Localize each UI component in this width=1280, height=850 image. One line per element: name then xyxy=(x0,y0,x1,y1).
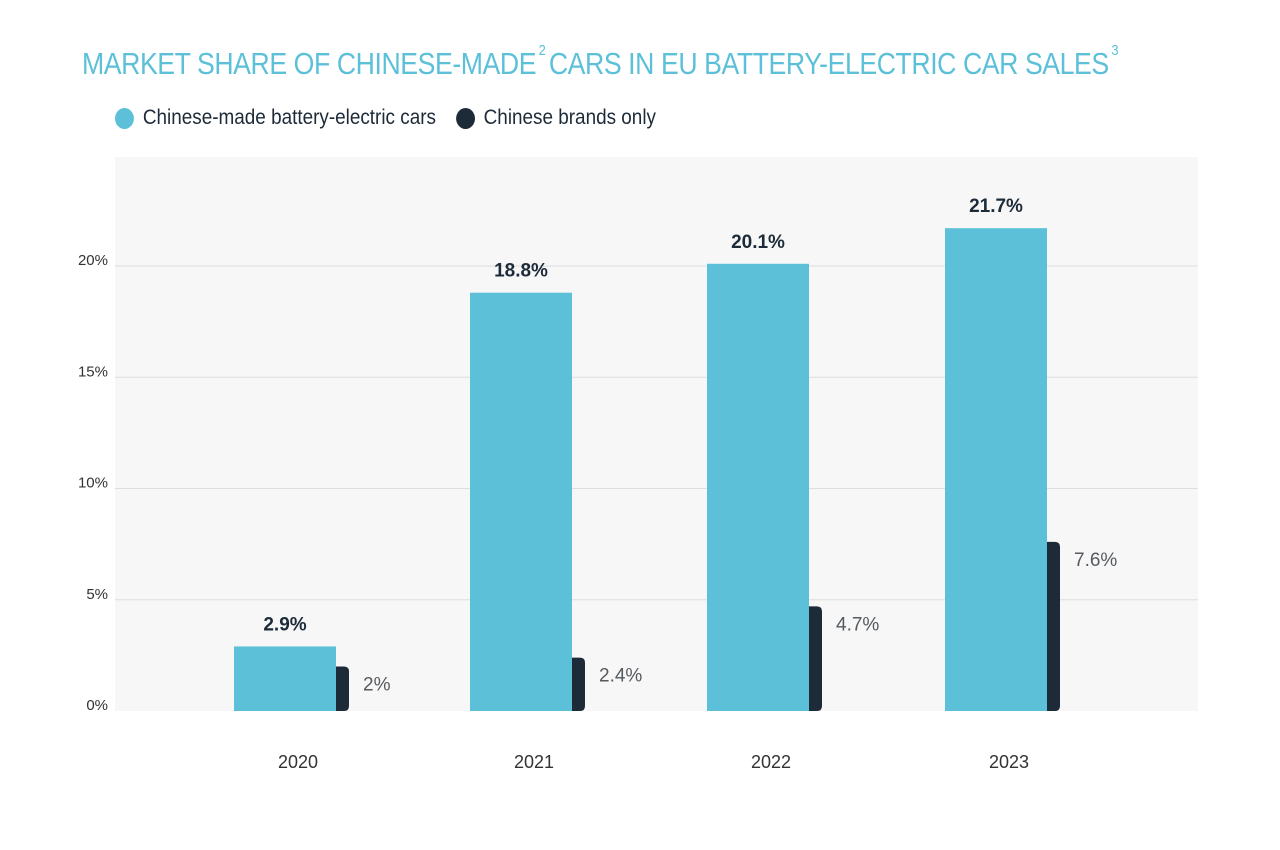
value-label-chinese-made: 21.7% xyxy=(969,196,1023,217)
legend: Chinese-made battery-electric cars Chine… xyxy=(115,106,656,130)
bar-chinese-made xyxy=(470,292,572,711)
bar-chinese-made xyxy=(945,228,1047,712)
bar-chinese-made xyxy=(707,263,809,711)
y-tick-label: 10% xyxy=(78,475,108,492)
legend-label-chinese-brands: Chinese brands only xyxy=(483,106,656,129)
legend-item-chinese-brands: Chinese brands only xyxy=(455,106,656,130)
legend-item-chinese-made: Chinese-made battery-electric cars xyxy=(115,106,436,130)
value-label-chinese-brands: 7.6% xyxy=(1074,550,1117,571)
value-label-chinese-made: 18.8% xyxy=(494,261,548,282)
bar-chinese-brands xyxy=(1047,541,1060,711)
value-label-chinese-made: 20.1% xyxy=(731,232,785,253)
value-label-chinese-brands: 2% xyxy=(363,675,391,696)
x-category-label: 2021 xyxy=(514,752,554,772)
legend-label-chinese-made: Chinese-made battery-electric cars xyxy=(142,106,436,129)
value-label-chinese-brands: 4.7% xyxy=(836,614,879,635)
x-category-label: 2023 xyxy=(989,752,1029,772)
bar-chinese-made xyxy=(234,646,336,711)
y-tick-label: 0% xyxy=(86,697,108,714)
value-label-chinese-brands: 2.4% xyxy=(599,666,642,687)
chart-title: MARKET SHARE OF CHINESE-MADE 2 CARS IN EU … xyxy=(82,42,1119,81)
legend-swatch-chinese-made xyxy=(115,107,134,129)
bar-chinese-brands xyxy=(572,657,585,711)
title-footnote-1: 2 xyxy=(538,42,546,59)
bar-chinese-brands xyxy=(336,666,349,711)
legend-swatch-chinese-brands xyxy=(455,107,475,129)
title-footnote-2: 3 xyxy=(1111,42,1119,59)
value-label-chinese-made: 2.9% xyxy=(263,614,306,635)
bar-chinese-brands xyxy=(809,606,822,711)
x-category-label: 2020 xyxy=(278,752,318,772)
y-tick-label: 20% xyxy=(78,252,108,269)
y-tick-label: 15% xyxy=(78,363,108,380)
y-tick-label: 5% xyxy=(86,586,108,603)
x-category-label: 2022 xyxy=(751,752,791,772)
